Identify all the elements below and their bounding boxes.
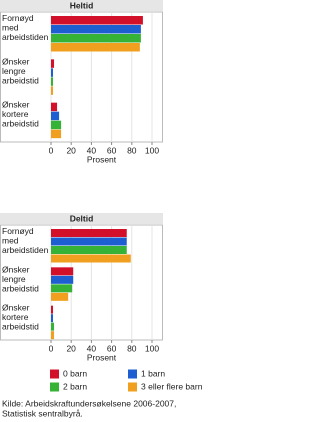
x-axis-label: Prosent [87, 352, 117, 362]
x-axis-label: Prosent [87, 154, 117, 164]
bar [51, 275, 74, 284]
category-label: Ønsker kortere arbeidstid [2, 100, 39, 129]
x-tick-label: 60 [107, 343, 117, 353]
chart-title: Heltid [70, 0, 94, 10]
plot-frame [0, 224, 163, 341]
category-label: Ønsker kortere arbeidstid [2, 303, 39, 332]
x-tick-label: 80 [127, 145, 137, 155]
bar [51, 120, 62, 130]
source-note: Kilde: Arbeidskraftundersøkelsene 2006-2… [2, 398, 176, 408]
bar [51, 59, 55, 68]
title-band [0, 0, 163, 11]
bar [51, 68, 54, 77]
bar [51, 16, 143, 25]
bar [51, 25, 141, 34]
bar [51, 292, 69, 301]
bar [51, 111, 60, 121]
plot-frame [0, 11, 163, 143]
category-label: Fornøyd med arbeidstiden [2, 13, 49, 42]
bar [51, 102, 58, 112]
x-tick-label: 0 [49, 343, 54, 353]
bar [51, 246, 127, 254]
x-tick-label: 20 [66, 145, 76, 155]
bar [51, 77, 54, 86]
x-tick-label: 100 [145, 343, 159, 353]
bar [51, 43, 140, 52]
x-tick-label: 80 [127, 343, 137, 353]
legend-swatch [50, 369, 59, 379]
legend-swatch [128, 382, 137, 392]
bar [51, 129, 62, 139]
category-label: Ønsker lengre arbeidstid [2, 265, 39, 294]
bar [51, 254, 131, 263]
legend-swatch [128, 369, 137, 379]
title-band [0, 213, 163, 224]
bar [51, 331, 55, 340]
bar [51, 305, 54, 314]
x-tick-label: 40 [87, 145, 97, 155]
bar [51, 267, 74, 276]
bar [51, 284, 73, 293]
legend-label: 2 barn [63, 381, 87, 391]
bar [51, 86, 54, 95]
bar [51, 34, 141, 43]
x-tick-label: 20 [66, 343, 76, 353]
source-note: Statistisk sentralbyrå. [2, 408, 83, 418]
bar [51, 229, 127, 237]
bar [51, 237, 127, 246]
figure: Heltid 0 20 40 60 80 100 Prosent Fornøyd med arbei… [0, 0, 203, 418]
legend-label: 0 barn [63, 368, 87, 378]
bar [51, 322, 55, 331]
x-tick-label: 100 [145, 145, 159, 155]
legend-swatch [50, 382, 59, 392]
chart-title: Deltid [70, 213, 94, 223]
legend-label: 1 barn [141, 368, 165, 378]
x-tick-label: 0 [49, 145, 54, 155]
bar [51, 314, 54, 323]
category-label: Fornøyd med arbeidstiden [2, 226, 49, 255]
legend-label: 3 eller flere barn [141, 381, 203, 391]
x-tick-label: 60 [107, 145, 117, 155]
category-label: Ønsker lengre arbeidstid [2, 57, 39, 86]
x-tick-label: 40 [87, 343, 97, 353]
